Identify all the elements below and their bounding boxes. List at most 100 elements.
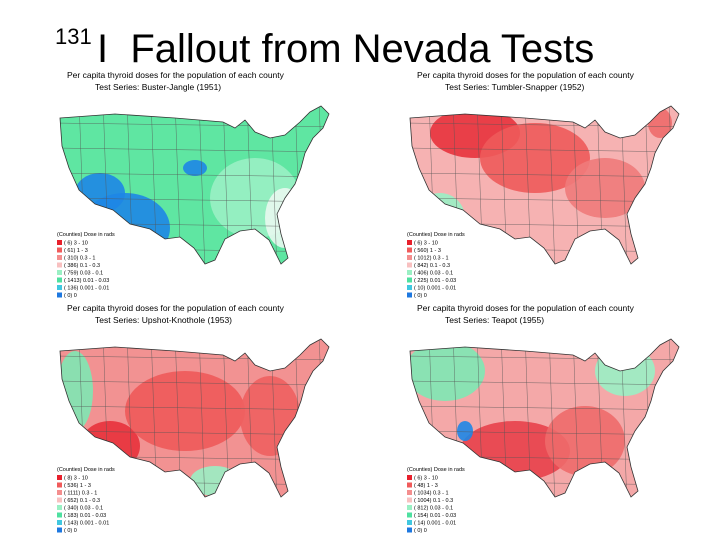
dose-region — [595, 346, 655, 396]
dose-region — [125, 371, 245, 451]
legend-label: ( 0) 0 — [414, 293, 427, 299]
dose-region — [265, 188, 305, 248]
legend-label: ( 225) 0.01 - 0.03 — [414, 278, 456, 284]
legend-label: ( 0) 0 — [64, 293, 77, 299]
state-border — [548, 106, 556, 264]
map-series: Test Series: Teapot (1955) — [445, 315, 544, 325]
dose-region — [457, 421, 473, 441]
title: I Fallout from Nevada Tests — [97, 27, 594, 71]
legend-swatch — [407, 527, 412, 533]
legend-bg — [55, 230, 117, 302]
legend-label: ( 8) 3 - 10 — [64, 476, 88, 482]
legend-title: (Counties) Dose in rads — [57, 467, 115, 473]
legend-swatch — [57, 475, 62, 480]
legend-swatch — [407, 262, 412, 268]
legend-swatch — [407, 475, 412, 480]
map-caption: Per capita thyroid doses for the populat… — [417, 303, 635, 313]
legend: (Counties) Dose in rads ( 8) 3 - 10( 536)… — [55, 465, 117, 537]
legend-swatch — [57, 520, 62, 525]
legend-label: ( 406) 0.03 - 0.1 — [414, 271, 453, 277]
legend-label: ( 652) 0.1 - 0.3 — [64, 498, 100, 504]
legend-label: ( 759) 0.03 - 0.1 — [64, 271, 103, 277]
legend-label: ( 560) 1 - 3 — [414, 248, 441, 254]
map-panel: Per capita thyroid doses for the populat… — [405, 70, 680, 302]
legend-label: ( 1034) 0.3 - 1 — [414, 491, 449, 497]
map-series: Test Series: Upshot-Knothole (1953) — [95, 315, 232, 325]
dose-region — [60, 351, 93, 431]
legend-swatch — [407, 270, 412, 275]
legend-swatch — [407, 240, 412, 245]
legend-label: ( 0) 0 — [64, 528, 77, 534]
state-border — [410, 147, 679, 153]
title-superscript: 131 — [55, 24, 92, 49]
legend-swatch — [57, 490, 62, 495]
legend-label: ( 143) 0.001 - 0.01 — [64, 521, 109, 527]
legend-label: ( 6) 3 - 10 — [414, 241, 438, 247]
dose-region — [183, 160, 207, 176]
legend-label: ( 1004) 0.1 - 0.3 — [414, 498, 453, 504]
map-panel: Per capita thyroid doses for the populat… — [55, 70, 330, 302]
legend-swatch — [57, 285, 62, 290]
legend: (Counties) Dose in rads ( 6) 3 - 10( 560)… — [405, 230, 467, 302]
legend-title: (Counties) Dose in rads — [407, 467, 465, 473]
legend-swatch — [57, 505, 62, 510]
legend-label: ( 0) 0 — [414, 528, 427, 534]
legend-label: ( 154) 0.01 - 0.03 — [414, 513, 456, 519]
map-panel: Per capita thyroid doses for the populat… — [405, 303, 680, 537]
legend-label: ( 386) 0.1 - 0.3 — [64, 263, 100, 269]
legend-swatch — [57, 277, 62, 283]
legend-label: ( 6) 3 - 10 — [414, 476, 438, 482]
state-border — [198, 106, 206, 264]
legend-swatch — [57, 292, 62, 298]
legend-label: ( 14) 0.001 - 0.01 — [414, 521, 456, 527]
legend-label: ( 6) 3 - 10 — [64, 241, 88, 247]
legend-label: ( 136) 0.001 - 0.01 — [64, 286, 109, 292]
panels: Per capita thyroid doses for the populat… — [55, 70, 680, 537]
legend-bg — [405, 465, 467, 537]
legend-label: ( 310) 0.3 - 1 — [64, 256, 96, 262]
state-border — [60, 147, 329, 153]
legend-label: ( 1413) 0.01 - 0.03 — [64, 278, 109, 284]
map-caption: Per capita thyroid doses for the populat… — [67, 70, 285, 80]
state-border — [410, 172, 679, 178]
map-caption: Per capita thyroid doses for the populat… — [67, 303, 285, 313]
legend-bg — [405, 230, 467, 302]
legend-title: (Counties) Dose in rads — [407, 232, 465, 238]
state-border — [198, 339, 206, 497]
state-border — [548, 339, 556, 497]
legend-swatch — [57, 240, 62, 245]
legend-swatch — [407, 292, 412, 298]
legend-label: ( 536) 1 - 3 — [64, 483, 91, 489]
map-series: Test Series: Tumbler-Snapper (1952) — [445, 82, 585, 92]
legend-swatch — [57, 262, 62, 268]
legend-label: ( 842) 0.1 - 0.3 — [414, 263, 450, 269]
dose-region — [480, 123, 590, 193]
dose-region — [545, 406, 625, 476]
legend-swatch — [57, 497, 62, 503]
legend-swatch — [407, 505, 412, 510]
dose-region — [410, 341, 485, 401]
legend-swatch — [57, 247, 62, 253]
state-border — [60, 405, 329, 411]
legend-swatch — [407, 482, 412, 488]
legend-label: ( 812) 0.03 - 0.1 — [414, 506, 453, 512]
legend-label: ( 183) 0.01 - 0.03 — [64, 513, 106, 519]
legend-swatch — [57, 255, 62, 260]
map-series: Test Series: Buster-Jangle (1951) — [95, 82, 221, 92]
dose-region — [565, 158, 645, 218]
state-border — [410, 405, 679, 411]
legend-swatch — [407, 247, 412, 253]
legend-label: ( 10) 0.001 - 0.01 — [414, 286, 456, 292]
map-panel: Per capita thyroid doses for the populat… — [55, 303, 330, 537]
legend-label: ( 1012) 0.3 - 1 — [414, 256, 449, 262]
legend-swatch — [57, 527, 62, 533]
legend-title: (Counties) Dose in rads — [57, 232, 115, 238]
legend: (Counties) Dose in rads ( 6) 3 - 10( 61) … — [55, 230, 117, 302]
legend-swatch — [57, 512, 62, 518]
legend-swatch — [407, 277, 412, 283]
legend-label: ( 61) 1 - 3 — [64, 248, 88, 254]
state-border — [60, 380, 329, 386]
legend-swatch — [57, 270, 62, 275]
